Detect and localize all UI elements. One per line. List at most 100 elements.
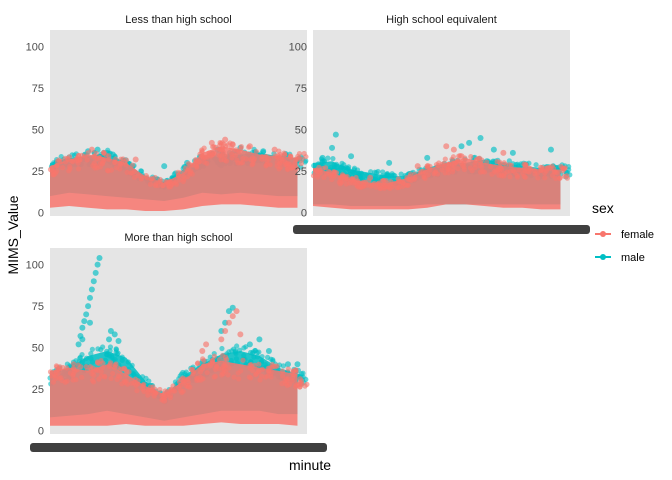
- data-point: [54, 162, 60, 169]
- data-point: [185, 165, 191, 172]
- outlier-point: [466, 139, 473, 146]
- y-tick-label: 75: [32, 301, 44, 313]
- data-point: [286, 161, 292, 167]
- data-point: [139, 175, 145, 181]
- data-point: [176, 177, 183, 183]
- data-point: [238, 145, 244, 151]
- outlier-point: [319, 154, 326, 161]
- data-point: [461, 164, 467, 170]
- facet-title: More than high school: [124, 232, 232, 244]
- data-point: [454, 158, 460, 164]
- outlier-point: [458, 153, 465, 160]
- outlier-point: [246, 143, 253, 150]
- data-point: [199, 153, 205, 159]
- data-point: [497, 165, 504, 171]
- outlier-point: [79, 324, 86, 331]
- data-point: [185, 379, 191, 385]
- data-point: [101, 150, 107, 156]
- facet-title: Less than high school: [125, 14, 231, 26]
- outlier-point: [132, 156, 139, 163]
- data-point: [252, 362, 258, 368]
- data-point: [106, 153, 112, 159]
- data-point: [535, 175, 541, 181]
- data-point: [417, 170, 423, 176]
- data-point: [237, 347, 243, 353]
- data-point: [233, 356, 240, 362]
- data-point: [492, 169, 499, 175]
- data-point: [436, 160, 442, 166]
- data-point: [201, 363, 207, 369]
- data-point: [63, 159, 69, 165]
- data-point: [112, 357, 118, 363]
- data-point: [373, 184, 379, 190]
- data-point: [219, 372, 225, 378]
- data-point: [209, 358, 216, 364]
- data-point: [398, 171, 404, 177]
- data-point: [358, 180, 365, 186]
- data-point: [89, 346, 95, 352]
- outlier-point: [222, 328, 229, 335]
- y-tick-label: 100: [26, 42, 44, 54]
- data-point: [129, 362, 135, 368]
- data-point: [288, 165, 294, 171]
- data-point: [98, 347, 104, 353]
- data-point: [197, 369, 204, 375]
- outlier-point: [218, 336, 225, 343]
- data-point: [229, 151, 235, 157]
- y-tick-label: 25: [32, 166, 44, 178]
- data-point: [240, 155, 246, 162]
- data-point: [292, 160, 298, 166]
- data-point: [152, 182, 159, 189]
- data-point: [233, 147, 239, 153]
- outlier-point: [88, 146, 95, 153]
- data-point: [197, 374, 203, 380]
- data-point: [472, 164, 478, 171]
- data-point: [404, 182, 410, 189]
- data-point: [314, 174, 321, 180]
- data-point: [207, 363, 213, 369]
- data-point: [263, 162, 270, 168]
- data-point: [338, 165, 344, 171]
- data-point: [564, 175, 570, 181]
- data-point: [255, 354, 261, 360]
- data-point: [407, 173, 413, 180]
- data-point: [522, 163, 528, 169]
- data-point: [257, 377, 263, 383]
- data-point: [442, 156, 448, 162]
- data-point: [84, 157, 90, 163]
- data-point: [170, 383, 176, 389]
- data-point: [263, 153, 269, 159]
- data-point: [259, 153, 265, 160]
- data-point: [218, 157, 224, 163]
- data-point: [59, 158, 65, 164]
- data-point: [151, 393, 157, 399]
- data-point: [339, 174, 345, 180]
- data-point: [479, 164, 485, 170]
- data-point: [468, 154, 474, 160]
- data-point: [560, 165, 567, 172]
- data-point: [293, 156, 299, 162]
- outlier-point: [81, 318, 88, 325]
- data-point: [219, 147, 225, 153]
- data-point: [368, 169, 374, 175]
- data-point: [411, 171, 418, 177]
- data-point: [110, 370, 116, 377]
- data-point: [182, 169, 188, 175]
- data-point: [85, 150, 91, 156]
- data-point: [59, 165, 66, 171]
- outlier-point: [115, 338, 122, 344]
- data-point: [484, 159, 490, 165]
- outlier-point: [260, 148, 267, 155]
- outlier-point: [294, 361, 301, 368]
- outlier-point: [222, 136, 229, 143]
- data-point: [231, 374, 237, 380]
- legend-label: female: [621, 229, 654, 241]
- data-point: [330, 156, 336, 162]
- data-point: [269, 361, 275, 368]
- outlier-point: [477, 134, 484, 141]
- data-point: [79, 374, 85, 380]
- data-point: [531, 168, 537, 174]
- data-point: [514, 161, 520, 167]
- data-point: [109, 353, 115, 359]
